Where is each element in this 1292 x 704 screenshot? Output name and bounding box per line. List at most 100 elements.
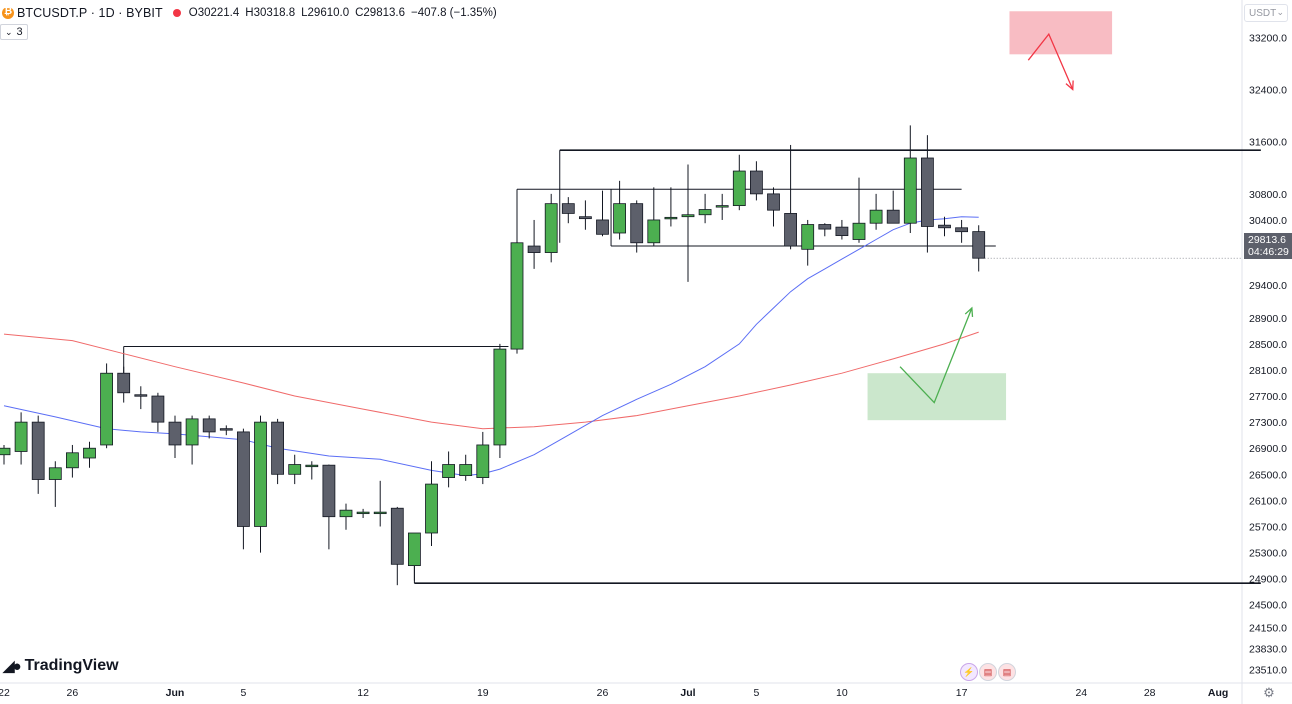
slow-moving-average-line[interactable] — [3, 331, 979, 430]
bearish-candle[interactable] — [219, 428, 233, 431]
bearish-candle[interactable] — [31, 421, 45, 480]
change-value: −407.8 (−1.35%) — [410, 7, 497, 19]
bearish-candle[interactable] — [134, 394, 148, 397]
price-tick-label: 28900.0 — [1249, 313, 1287, 325]
bullish-candle[interactable] — [83, 447, 96, 459]
bearish-candle[interactable] — [117, 372, 131, 394]
price-tick-label: 29400.0 — [1249, 280, 1287, 292]
price-tick-label: 24900.0 — [1249, 574, 1287, 586]
price-tick-label: 27300.0 — [1249, 417, 1287, 429]
bearish-candle[interactable] — [236, 431, 250, 527]
bullish-candle[interactable] — [664, 216, 678, 220]
bullish-candle[interactable] — [681, 214, 695, 218]
bearish-candle[interactable] — [972, 231, 986, 259]
price-tick-label: 28100.0 — [1249, 365, 1287, 377]
bearish-candle[interactable] — [835, 226, 849, 237]
bearish-candle[interactable] — [271, 421, 285, 475]
low-value: L29610.0 — [301, 7, 350, 19]
lightning-event-icon[interactable]: ⚡ — [960, 663, 978, 681]
bullish-candle[interactable] — [732, 170, 746, 207]
tradingview-logo-icon: ◢● — [3, 658, 22, 675]
date-tick-label: Jul — [680, 687, 695, 699]
bearish-candle[interactable] — [784, 213, 797, 247]
settings-gear-icon[interactable]: ⚙ — [1263, 685, 1275, 700]
bullish-candle[interactable] — [869, 209, 883, 224]
date-tick-label: 5 — [240, 687, 246, 699]
arrow-head-icon — [964, 306, 974, 318]
bearish-projection-arrow[interactable] — [1027, 32, 1074, 90]
currency-selector[interactable]: USDT ⌄ — [1244, 4, 1288, 22]
date-tick-label: 12 — [357, 687, 369, 699]
bearish-candle[interactable] — [630, 203, 644, 244]
high-value: H30318.8 — [245, 7, 296, 19]
bullish-candle[interactable] — [425, 483, 438, 534]
tradingview-logo[interactable]: ◢● TradingView — [3, 656, 119, 676]
bullish-candle[interactable] — [407, 532, 421, 567]
price-tick-label: 25700.0 — [1249, 521, 1287, 533]
bar-countdown: 04:46:29 — [1248, 246, 1289, 258]
bearish-candle[interactable] — [955, 227, 968, 233]
indicators-toggle-button[interactable]: ⌄ 3 — [0, 24, 28, 40]
us-flag-event-icon[interactable]: ▤ — [979, 663, 997, 681]
bearish-candle[interactable] — [151, 395, 165, 423]
bearish-candle[interactable] — [767, 193, 780, 211]
bearish-candle[interactable] — [921, 157, 934, 227]
last-price-tag: 29813.6 04:46:29 — [1244, 233, 1292, 259]
bearish-candle[interactable] — [938, 224, 951, 229]
bullish-candle[interactable] — [903, 157, 917, 224]
bullish-candle[interactable] — [14, 421, 28, 452]
bearish-candle[interactable] — [202, 418, 216, 433]
bitcoin-icon — [2, 6, 14, 19]
bullish-candle[interactable] — [647, 219, 661, 244]
bullish-candle[interactable] — [476, 444, 490, 478]
bullish-candle[interactable] — [544, 203, 558, 253]
bullish-candle[interactable] — [698, 209, 712, 216]
bearish-candle[interactable] — [322, 464, 336, 518]
bullish-candle[interactable] — [66, 452, 79, 469]
sell-zone[interactable] — [1009, 11, 1113, 55]
bullish-candle[interactable] — [288, 464, 302, 475]
bullish-projection-arrow[interactable] — [899, 307, 973, 404]
price-tick-label: 24500.0 — [1249, 600, 1287, 612]
price-tick-label: 28500.0 — [1249, 339, 1287, 351]
last-price: 29813.6 — [1248, 234, 1286, 246]
bearish-candle[interactable] — [561, 203, 575, 214]
bullish-candle[interactable] — [510, 242, 524, 350]
bearish-candle[interactable] — [579, 216, 592, 220]
us-flag-event-icon[interactable]: ▤ — [998, 663, 1016, 681]
bullish-candle[interactable] — [801, 224, 815, 250]
bullish-candle[interactable] — [442, 464, 456, 478]
close-value: C29813.6 — [355, 7, 405, 19]
bearish-candle[interactable] — [596, 219, 609, 235]
price-tick-label: 23830.0 — [1249, 643, 1287, 655]
bullish-candle[interactable] — [356, 511, 370, 515]
bearish-candle[interactable] — [818, 224, 832, 230]
bullish-candle[interactable] — [613, 203, 626, 234]
event-badges: ⚡ ▤ ▤ — [960, 663, 1016, 681]
bullish-candle[interactable] — [852, 222, 866, 240]
price-tick-label: 26900.0 — [1249, 443, 1287, 455]
bullish-candle[interactable] — [493, 348, 507, 446]
bullish-candle[interactable] — [254, 421, 267, 527]
symbol-label[interactable]: BTCUSDT.P · 1D · BYBIT — [17, 6, 163, 20]
bearish-candle[interactable] — [886, 209, 900, 224]
bullish-candle[interactable] — [48, 467, 62, 480]
bullish-candle[interactable] — [339, 509, 353, 518]
bearish-candle[interactable] — [750, 170, 763, 195]
bearish-candle[interactable] — [168, 421, 182, 446]
price-tick-label: 24150.0 — [1249, 623, 1287, 635]
price-tick-label: 26500.0 — [1249, 469, 1287, 481]
bullish-candle[interactable] — [305, 464, 319, 468]
bullish-candle[interactable] — [100, 372, 113, 446]
bullish-candle[interactable] — [373, 511, 387, 515]
bearish-candle[interactable] — [527, 245, 541, 253]
bullish-candle[interactable] — [0, 447, 11, 456]
date-tick-label: 5 — [753, 687, 759, 699]
bullish-candle[interactable] — [715, 205, 729, 208]
bullish-candle[interactable] — [185, 418, 199, 446]
market-status-dot-icon — [172, 9, 181, 17]
bearish-candle[interactable] — [390, 507, 404, 565]
bullish-candle[interactable] — [459, 464, 473, 477]
price-tick-label: 31600.0 — [1249, 137, 1287, 149]
